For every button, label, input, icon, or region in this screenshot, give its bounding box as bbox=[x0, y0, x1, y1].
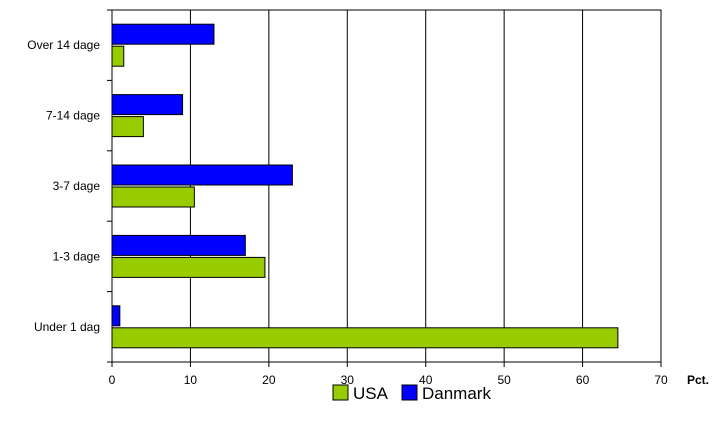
bar-danmark-0 bbox=[111, 23, 215, 45]
bars bbox=[111, 23, 619, 349]
category-label-4: Under 1 dag bbox=[34, 320, 100, 334]
x-tick-label-30: 30 bbox=[341, 373, 355, 387]
bar-usa-4 bbox=[111, 327, 619, 349]
bar-usa-3 bbox=[111, 256, 266, 278]
legend-swatch-usa bbox=[332, 384, 349, 401]
bar-danmark-4 bbox=[111, 305, 121, 327]
category-label-0: Over 14 dage bbox=[27, 38, 100, 52]
category-label-1: 7-14 dage bbox=[46, 109, 100, 123]
bar-usa-2 bbox=[111, 186, 195, 208]
x-tick-label-60: 60 bbox=[576, 373, 590, 387]
axes: 0 10 20 30 40 50 60 70 Over 14 dage 7-14 dage 3-7 … bbox=[27, 9, 668, 387]
bar-danmark-3 bbox=[111, 234, 246, 256]
legend-label-usa: USA bbox=[353, 384, 389, 403]
plot-area bbox=[111, 9, 662, 363]
x-tick-label-70: 70 bbox=[654, 373, 668, 387]
bar-danmark-1 bbox=[111, 94, 184, 116]
x-tick-label-0: 0 bbox=[109, 373, 116, 387]
bar-usa-1 bbox=[111, 116, 144, 138]
legend-swatch-danmark bbox=[401, 384, 418, 401]
bar-danmark-2 bbox=[111, 164, 293, 186]
legend: USA Danmark bbox=[332, 384, 491, 403]
legend-label-danmark: Danmark bbox=[422, 384, 491, 403]
x-tick-label-50: 50 bbox=[497, 373, 511, 387]
category-label-2: 3-7 dage bbox=[53, 179, 101, 193]
x-tick-label-10: 10 bbox=[184, 373, 198, 387]
category-label-3: 1-3 dage bbox=[53, 249, 101, 263]
x-tick-label-20: 20 bbox=[262, 373, 276, 387]
x-tick-label-40: 40 bbox=[419, 373, 433, 387]
bar-usa-0 bbox=[111, 45, 125, 67]
x-axis-unit-label: Pct. bbox=[687, 373, 709, 387]
grid-lines bbox=[189, 10, 584, 362]
